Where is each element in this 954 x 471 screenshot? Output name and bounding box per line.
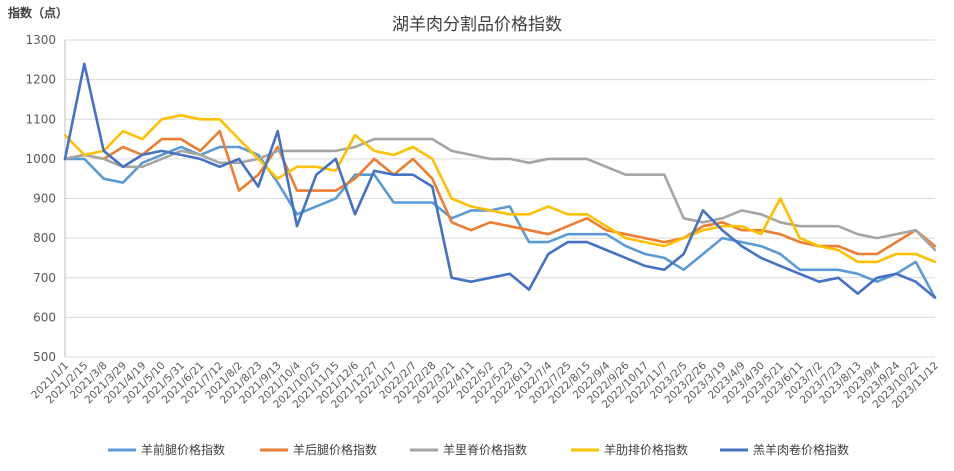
- y-tick-label: 700: [33, 271, 56, 285]
- legend-label-4: 羔羊肉卷价格指数: [753, 442, 849, 457]
- grid-lines: [64, 39, 935, 358]
- y-tick-label: 500: [33, 350, 56, 364]
- series-line-2: [63, 137, 937, 252]
- legend-label-0: 羊前腿价格指数: [141, 442, 225, 457]
- legend-label-1: 羊后腿价格指数: [293, 442, 377, 457]
- y-tick-label: 900: [33, 192, 56, 206]
- series-lines: [63, 62, 937, 299]
- legend-label-2: 羊里脊价格指数: [443, 442, 527, 457]
- y-tick-label: 1100: [25, 112, 56, 126]
- series-line-1: [63, 129, 937, 256]
- y-tick-label: 600: [33, 310, 56, 324]
- y-tick-label: 1200: [25, 73, 56, 87]
- y-tick-label: 1000: [25, 152, 56, 166]
- y-tick-label: 1300: [25, 33, 56, 47]
- series-line-3: [63, 114, 937, 264]
- legend-label-3: 羊肋排价格指数: [604, 442, 688, 457]
- y-axis-label: 指数（点）: [8, 5, 68, 20]
- series-line-0: [63, 145, 937, 299]
- x-axis-ticks: 2021/1/12021/2/152021/3/82021/3/292021/4…: [29, 359, 941, 411]
- series-line-4: [63, 62, 937, 299]
- legend: 羊前腿价格指数 羊后腿价格指数 羊里脊价格指数 羊肋排价格指数 羔羊肉卷价格指数: [108, 442, 849, 457]
- y-tick-label: 800: [33, 231, 56, 245]
- chart-title: 湖羊肉分割品价格指数: [392, 15, 562, 35]
- y-axis-ticks: 500 600 700 800 900 1000 1100 1200 1300: [25, 33, 56, 364]
